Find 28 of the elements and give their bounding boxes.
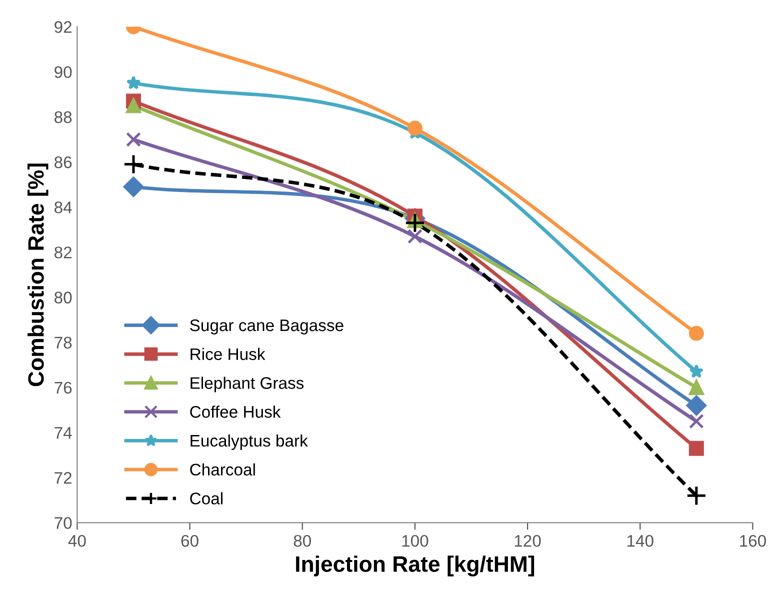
y-tick-label: 76 xyxy=(54,382,72,394)
x-tick-label: 140 xyxy=(627,534,654,547)
y-tick-label: 84 xyxy=(54,201,72,214)
legend-label: Coffee Husk xyxy=(190,406,281,418)
y-tick-label: 86 xyxy=(54,156,72,168)
y-tick-label: 70 xyxy=(54,517,72,529)
x-tick-label: 80 xyxy=(294,534,311,547)
y-tick-label: 72 xyxy=(54,472,72,484)
x-tick-label: 120 xyxy=(514,534,541,547)
legend-label: Eucalyptus bark xyxy=(190,434,308,450)
y-tick-label: 74 xyxy=(54,427,72,439)
legend-label: Elephant Grass xyxy=(190,376,304,392)
x-axis-title: Injection Rate [kg/tHM] xyxy=(296,556,534,576)
x-tick-label: 160 xyxy=(740,534,766,547)
y-tick-label: 80 xyxy=(54,292,72,304)
y-tick-label: 78 xyxy=(54,336,72,349)
y-tick-label: 92 xyxy=(54,21,72,33)
x-tick-label: 40 xyxy=(68,534,86,547)
y-tick-label: 82 xyxy=(54,246,72,258)
y-tick-label: 90 xyxy=(54,66,72,78)
y-axis-title: Combustion Rate [%] xyxy=(28,164,48,386)
x-tick-label: 100 xyxy=(402,534,428,547)
legend-label: Rice Husk xyxy=(190,348,266,360)
x-tick-label: 60 xyxy=(181,534,198,547)
legend-label: Sugar cane Bagasse xyxy=(190,319,344,334)
legend-label: Charcoal xyxy=(190,463,255,476)
legend-label: Coal xyxy=(190,492,222,504)
y-tick-label: 88 xyxy=(54,111,72,124)
